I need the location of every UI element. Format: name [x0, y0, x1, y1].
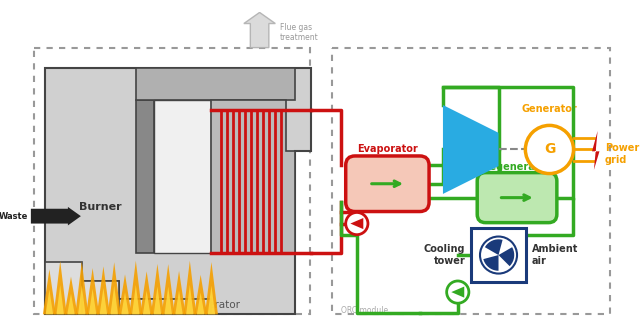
Polygon shape — [499, 247, 514, 266]
Polygon shape — [443, 105, 499, 194]
Polygon shape — [54, 261, 67, 314]
FancyArrow shape — [31, 207, 81, 225]
Polygon shape — [205, 262, 218, 314]
Polygon shape — [592, 131, 600, 170]
Polygon shape — [197, 293, 204, 314]
Polygon shape — [136, 100, 154, 253]
Polygon shape — [45, 262, 119, 314]
Polygon shape — [67, 294, 75, 314]
Polygon shape — [129, 261, 142, 314]
Polygon shape — [175, 290, 183, 314]
Polygon shape — [108, 262, 121, 314]
Text: Regenerator: Regenerator — [483, 162, 552, 172]
Text: Power
grid: Power grid — [605, 143, 639, 165]
Bar — [34, 48, 310, 314]
Text: Turbine: Turbine — [444, 145, 483, 154]
Polygon shape — [451, 287, 464, 298]
Polygon shape — [45, 68, 312, 314]
Polygon shape — [211, 100, 295, 253]
Polygon shape — [78, 285, 86, 314]
Polygon shape — [111, 286, 118, 314]
Polygon shape — [194, 275, 207, 314]
Polygon shape — [136, 68, 295, 100]
Polygon shape — [208, 286, 215, 314]
Text: G: G — [544, 142, 555, 157]
Polygon shape — [56, 285, 64, 314]
Polygon shape — [140, 271, 153, 314]
Polygon shape — [97, 266, 110, 314]
Polygon shape — [154, 100, 211, 253]
Polygon shape — [100, 288, 107, 314]
Polygon shape — [173, 271, 186, 314]
Polygon shape — [118, 275, 131, 314]
Polygon shape — [483, 255, 499, 271]
Text: Waste: Waste — [0, 212, 28, 221]
Polygon shape — [89, 289, 96, 314]
Polygon shape — [143, 291, 150, 314]
Polygon shape — [132, 285, 140, 314]
Polygon shape — [119, 299, 211, 314]
Polygon shape — [154, 287, 161, 314]
Polygon shape — [164, 287, 172, 314]
Polygon shape — [211, 100, 230, 151]
Polygon shape — [186, 285, 193, 314]
Polygon shape — [485, 239, 502, 255]
Polygon shape — [162, 264, 175, 314]
Text: Ambient
air: Ambient air — [532, 244, 578, 266]
Text: ORC module: ORC module — [341, 306, 388, 315]
Text: Generator: Generator — [522, 104, 577, 114]
Text: Incinerator: Incinerator — [183, 300, 240, 310]
Bar — [332, 48, 610, 314]
FancyBboxPatch shape — [346, 156, 429, 212]
Polygon shape — [76, 261, 88, 314]
FancyBboxPatch shape — [477, 173, 557, 223]
Text: Burner: Burner — [79, 202, 122, 212]
Polygon shape — [43, 269, 56, 314]
Text: Flue gas
treatment: Flue gas treatment — [280, 23, 319, 42]
Polygon shape — [82, 281, 156, 314]
Text: Cooling
tower: Cooling tower — [424, 244, 465, 266]
Polygon shape — [45, 290, 53, 314]
Polygon shape — [183, 261, 196, 314]
Polygon shape — [244, 12, 275, 48]
Polygon shape — [122, 292, 129, 314]
Polygon shape — [65, 277, 77, 314]
FancyBboxPatch shape — [471, 228, 526, 282]
Polygon shape — [86, 268, 99, 314]
Circle shape — [447, 281, 469, 303]
Polygon shape — [350, 218, 364, 229]
Circle shape — [525, 125, 573, 174]
Circle shape — [346, 212, 368, 235]
Text: Evaporator: Evaporator — [357, 144, 418, 154]
Polygon shape — [151, 264, 164, 314]
